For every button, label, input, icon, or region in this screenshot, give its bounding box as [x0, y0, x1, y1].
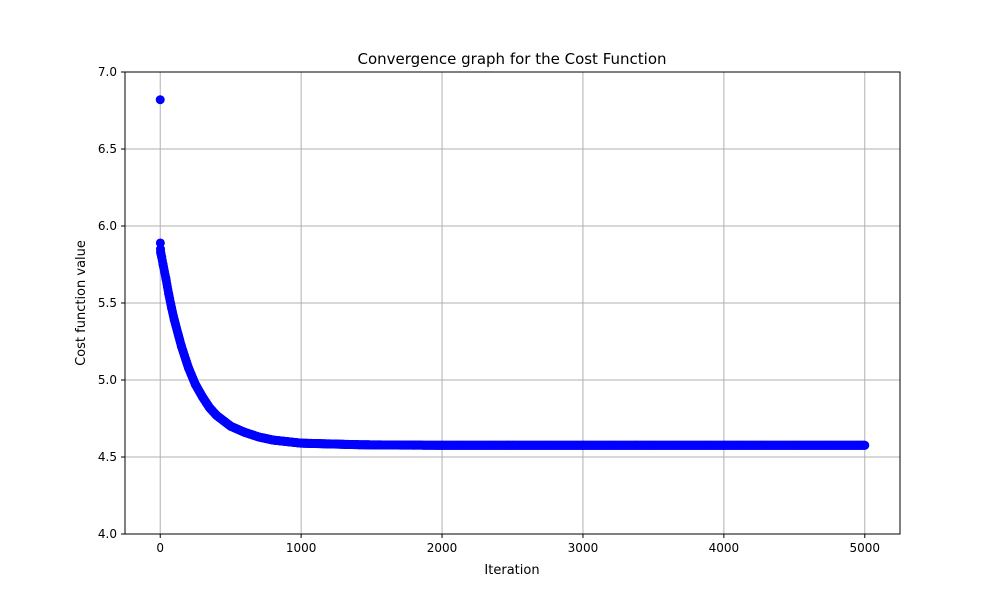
x-axis-label: Iteration [484, 563, 539, 578]
x-tick-label: 5000 [849, 541, 880, 555]
scatter-point [169, 315, 179, 325]
scatter-point [158, 260, 168, 269]
scatter-point [648, 440, 658, 450]
scatter-point [190, 380, 200, 390]
scatter-point [212, 410, 222, 420]
scatter-point [789, 440, 799, 450]
x-tick-label: 0 [156, 541, 164, 555]
y-tick-label: 7.0 [98, 65, 117, 79]
scatter-point [155, 95, 165, 105]
x-tick-label: 2000 [427, 541, 458, 555]
data-points [155, 95, 870, 450]
scatter-point [508, 440, 517, 450]
x-tick-label: 4000 [709, 541, 740, 555]
x-tick-label: 1000 [286, 541, 317, 555]
scatter-point [164, 289, 174, 299]
grid-lines [125, 72, 900, 534]
scatter-point [860, 440, 870, 450]
y-tick-label: 5.5 [98, 296, 117, 310]
scatter-point [205, 403, 215, 413]
axis-ticks: 0 1000 2000 3000 4000 5000 4.0 4.5 5.0 5.5 6.0 6.5 7… [98, 65, 880, 555]
y-tick-label: 5.0 [98, 373, 117, 387]
scatter-point [157, 252, 167, 262]
y-tick-label: 4.5 [98, 450, 117, 464]
scatter-point [176, 341, 186, 351]
x-tick-label: 3000 [568, 541, 599, 555]
scatter-point [381, 440, 391, 450]
scatter-point [161, 273, 171, 283]
scatter-point [409, 440, 419, 450]
y-tick-label: 6.5 [98, 142, 117, 156]
scatter-point [578, 440, 588, 450]
y-tick-label: 6.0 [98, 219, 117, 233]
scatter-point [167, 303, 176, 313]
scatter-point [719, 440, 729, 450]
scatter-point [226, 421, 236, 431]
scatter-point [183, 363, 193, 373]
scatter-point [437, 440, 447, 450]
scatter-point [198, 392, 207, 402]
scatter-point [353, 440, 362, 450]
y-tick-label: 4.0 [98, 527, 117, 541]
scatter-point [268, 435, 278, 445]
chart-title: Convergence graph for the Cost Function [357, 50, 666, 68]
scatter-point [282, 437, 292, 447]
scatter-point [254, 432, 264, 442]
scatter-point [324, 439, 334, 449]
scatter-point [296, 438, 306, 448]
scatter-point [240, 427, 250, 437]
y-axis-label: Cost function value [74, 240, 89, 366]
